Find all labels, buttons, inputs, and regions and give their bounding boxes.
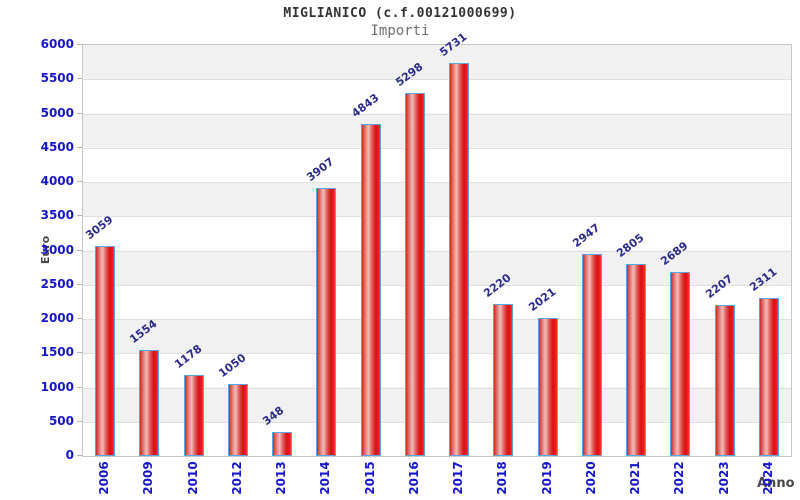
bar-value-label: 1050	[216, 351, 249, 380]
gridline	[83, 147, 791, 149]
x-tick-label: 2020	[583, 461, 598, 495]
y-tick-mark	[77, 352, 82, 354]
y-tick-mark	[77, 78, 82, 80]
bar	[183, 375, 204, 456]
y-tick-label: 500	[48, 413, 74, 428]
y-tick-mark	[77, 112, 82, 114]
bar	[139, 350, 160, 456]
gridline	[83, 387, 791, 389]
gridline	[83, 216, 791, 218]
y-tick-mark	[77, 283, 82, 285]
y-tick-mark	[77, 215, 82, 217]
y-tick-mark	[77, 455, 82, 456]
x-tick-label: 2022	[672, 461, 687, 495]
bar	[227, 384, 248, 456]
y-tick-mark	[77, 44, 82, 45]
gridline	[83, 182, 791, 183]
y-tick-label: 3500	[40, 208, 74, 223]
x-tick-label: 2013	[274, 461, 289, 495]
bar-value-label: 1554	[127, 317, 160, 346]
gridline	[83, 79, 791, 81]
bar	[95, 246, 116, 456]
bar-value-label: 2021	[525, 285, 559, 314]
bar	[272, 432, 293, 456]
bar-value-label: 1178	[171, 342, 205, 371]
gridline	[83, 353, 791, 355]
x-tick-label: 2023	[716, 461, 731, 495]
y-tick-label: 2500	[40, 276, 74, 291]
bar-value-label: 2207	[702, 272, 736, 301]
bar	[360, 124, 381, 456]
x-axis-title: Anno	[757, 476, 795, 491]
y-tick-label: 3000	[40, 242, 74, 257]
y-tick-label: 4000	[40, 174, 74, 188]
chart-subtitle: Importi	[370, 23, 430, 39]
x-tick-label: 2024	[760, 461, 775, 495]
y-tick-label: 1000	[40, 379, 74, 394]
bar-value-label: 2947	[570, 221, 603, 250]
x-tick-label: 2016	[406, 461, 421, 495]
x-tick-label: 2006	[97, 461, 112, 495]
bar	[493, 304, 514, 456]
y-tick-mark	[77, 420, 82, 422]
y-tick-label: 5500	[40, 71, 74, 86]
bar-value-label: 2311	[747, 265, 780, 294]
x-tick-label: 2017	[451, 461, 466, 495]
bar	[581, 254, 602, 456]
x-tick-label: 2014	[318, 461, 333, 495]
x-tick-label: 2012	[229, 461, 244, 495]
y-tick-mark	[77, 146, 82, 148]
gridline	[83, 284, 791, 286]
bar	[714, 305, 735, 456]
bar	[670, 272, 691, 456]
bar-value-label: 5298	[393, 60, 426, 89]
bar	[449, 63, 470, 456]
y-tick-label: 0	[65, 448, 74, 462]
gridline	[83, 113, 791, 115]
x-tick-label: 2010	[185, 461, 200, 495]
bar	[404, 93, 425, 456]
gridline	[83, 421, 791, 423]
bar	[537, 318, 558, 456]
y-tick-label: 5000	[40, 105, 74, 120]
x-tick-label: 2018	[495, 461, 510, 495]
bar-value-label: 2805	[614, 231, 647, 260]
bar-value-label: 2689	[658, 239, 691, 268]
bar-value-label: 3059	[83, 213, 116, 242]
x-tick-label: 2015	[362, 461, 377, 495]
x-tick-label: 2019	[539, 461, 554, 495]
y-tick-mark	[77, 249, 82, 251]
bar	[316, 188, 337, 456]
bar-value-label: 4843	[348, 91, 382, 120]
bar-value-label: 3907	[304, 155, 337, 184]
bar-value-label: 348	[260, 403, 287, 428]
bar	[758, 298, 779, 456]
y-tick-mark	[77, 318, 82, 319]
chart-title: MIGLIANICO (c.f.00121000699)	[283, 6, 517, 21]
plot-area: 3059 1554 1178 1050 348 3907 4843 5298 5731 2220 2…	[82, 30, 792, 457]
gridline	[83, 319, 791, 320]
y-tick-mark	[77, 386, 82, 388]
y-tick-label: 1500	[40, 345, 74, 360]
gridline	[83, 250, 791, 252]
y-tick-label: 2000	[40, 311, 74, 325]
x-tick-label: 2021	[628, 461, 643, 495]
y-tick-label: 4500	[40, 139, 74, 154]
bar	[626, 264, 647, 456]
y-tick-mark	[77, 181, 82, 182]
y-tick-label: 6000	[40, 37, 74, 51]
x-tick-label: 2009	[141, 461, 156, 495]
